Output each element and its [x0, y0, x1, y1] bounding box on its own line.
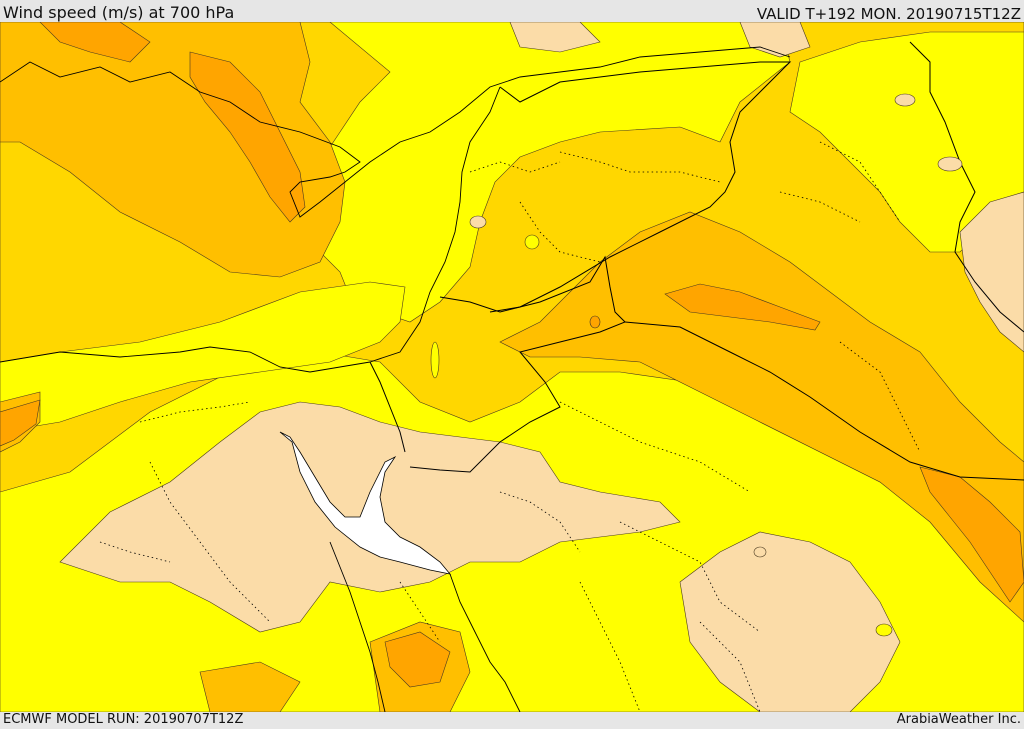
wind-speed-map [0, 22, 1024, 712]
map-title: Wind speed (m/s) at 700 hPa [3, 3, 235, 22]
field-high-iraq-band [499, 211, 1024, 623]
small-patch-iran-north [894, 93, 916, 107]
coastline-red-sea-east [449, 573, 521, 712]
border-egypt-israel [369, 361, 406, 453]
province-boundaries-5 [399, 581, 761, 712]
small-patch-syria [524, 234, 540, 250]
field-high-mediterranean [0, 22, 346, 278]
small-patch-arabia-south [875, 623, 893, 637]
gulf-of-suez [279, 431, 452, 575]
field-lowest-arabia-east [679, 531, 901, 712]
field-low-northeast [789, 31, 1024, 253]
province-boundaries-1 [469, 151, 721, 263]
border-iran-iraq [909, 41, 1024, 333]
model-run-label: ECMWF MODEL RUN: 20190707T12Z [3, 712, 244, 727]
header-bar: Wind speed (m/s) at 700 hPa VALID T+192 … [0, 0, 1024, 23]
small-patch-iran [937, 156, 963, 172]
field-highest-red-sea [384, 631, 451, 688]
coastline-red-sea-west [329, 541, 386, 712]
field-lowest-north-east [739, 22, 811, 58]
field-highest-aegean [39, 22, 151, 63]
valid-time-label: VALID T+192 MON. 20190715T12Z [756, 5, 1021, 23]
credit-label: ArabiaWeather Inc. [896, 712, 1021, 727]
footer-bar: ECMWF MODEL RUN: 20190707T12Z ArabiaWeat… [0, 712, 1024, 729]
dead-sea-area [430, 341, 440, 379]
coastline-levant [0, 86, 501, 373]
field-high-south-west [199, 661, 301, 712]
field-lowest-iran [959, 191, 1024, 353]
field-highest-turkey [189, 51, 306, 223]
province-boundaries-3 [499, 401, 761, 633]
field-low-west-band [0, 281, 406, 433]
field-highest-iraq [664, 283, 821, 331]
border-jordan-saudi [409, 255, 626, 473]
small-patch-iraq-west [589, 315, 601, 329]
small-patch-lebanon [469, 215, 487, 229]
field-highest-gulf [919, 466, 1024, 603]
border-iraq-saudi [624, 321, 1024, 481]
border-iraq-syria-jordan [489, 61, 792, 313]
field-highest-west [0, 399, 41, 447]
coastline-turkey [0, 46, 791, 218]
province-boundaries-2 [99, 401, 271, 623]
small-patch-arabia [753, 546, 767, 558]
province-boundaries-4 [779, 141, 921, 453]
field-lowest-north [509, 22, 601, 53]
